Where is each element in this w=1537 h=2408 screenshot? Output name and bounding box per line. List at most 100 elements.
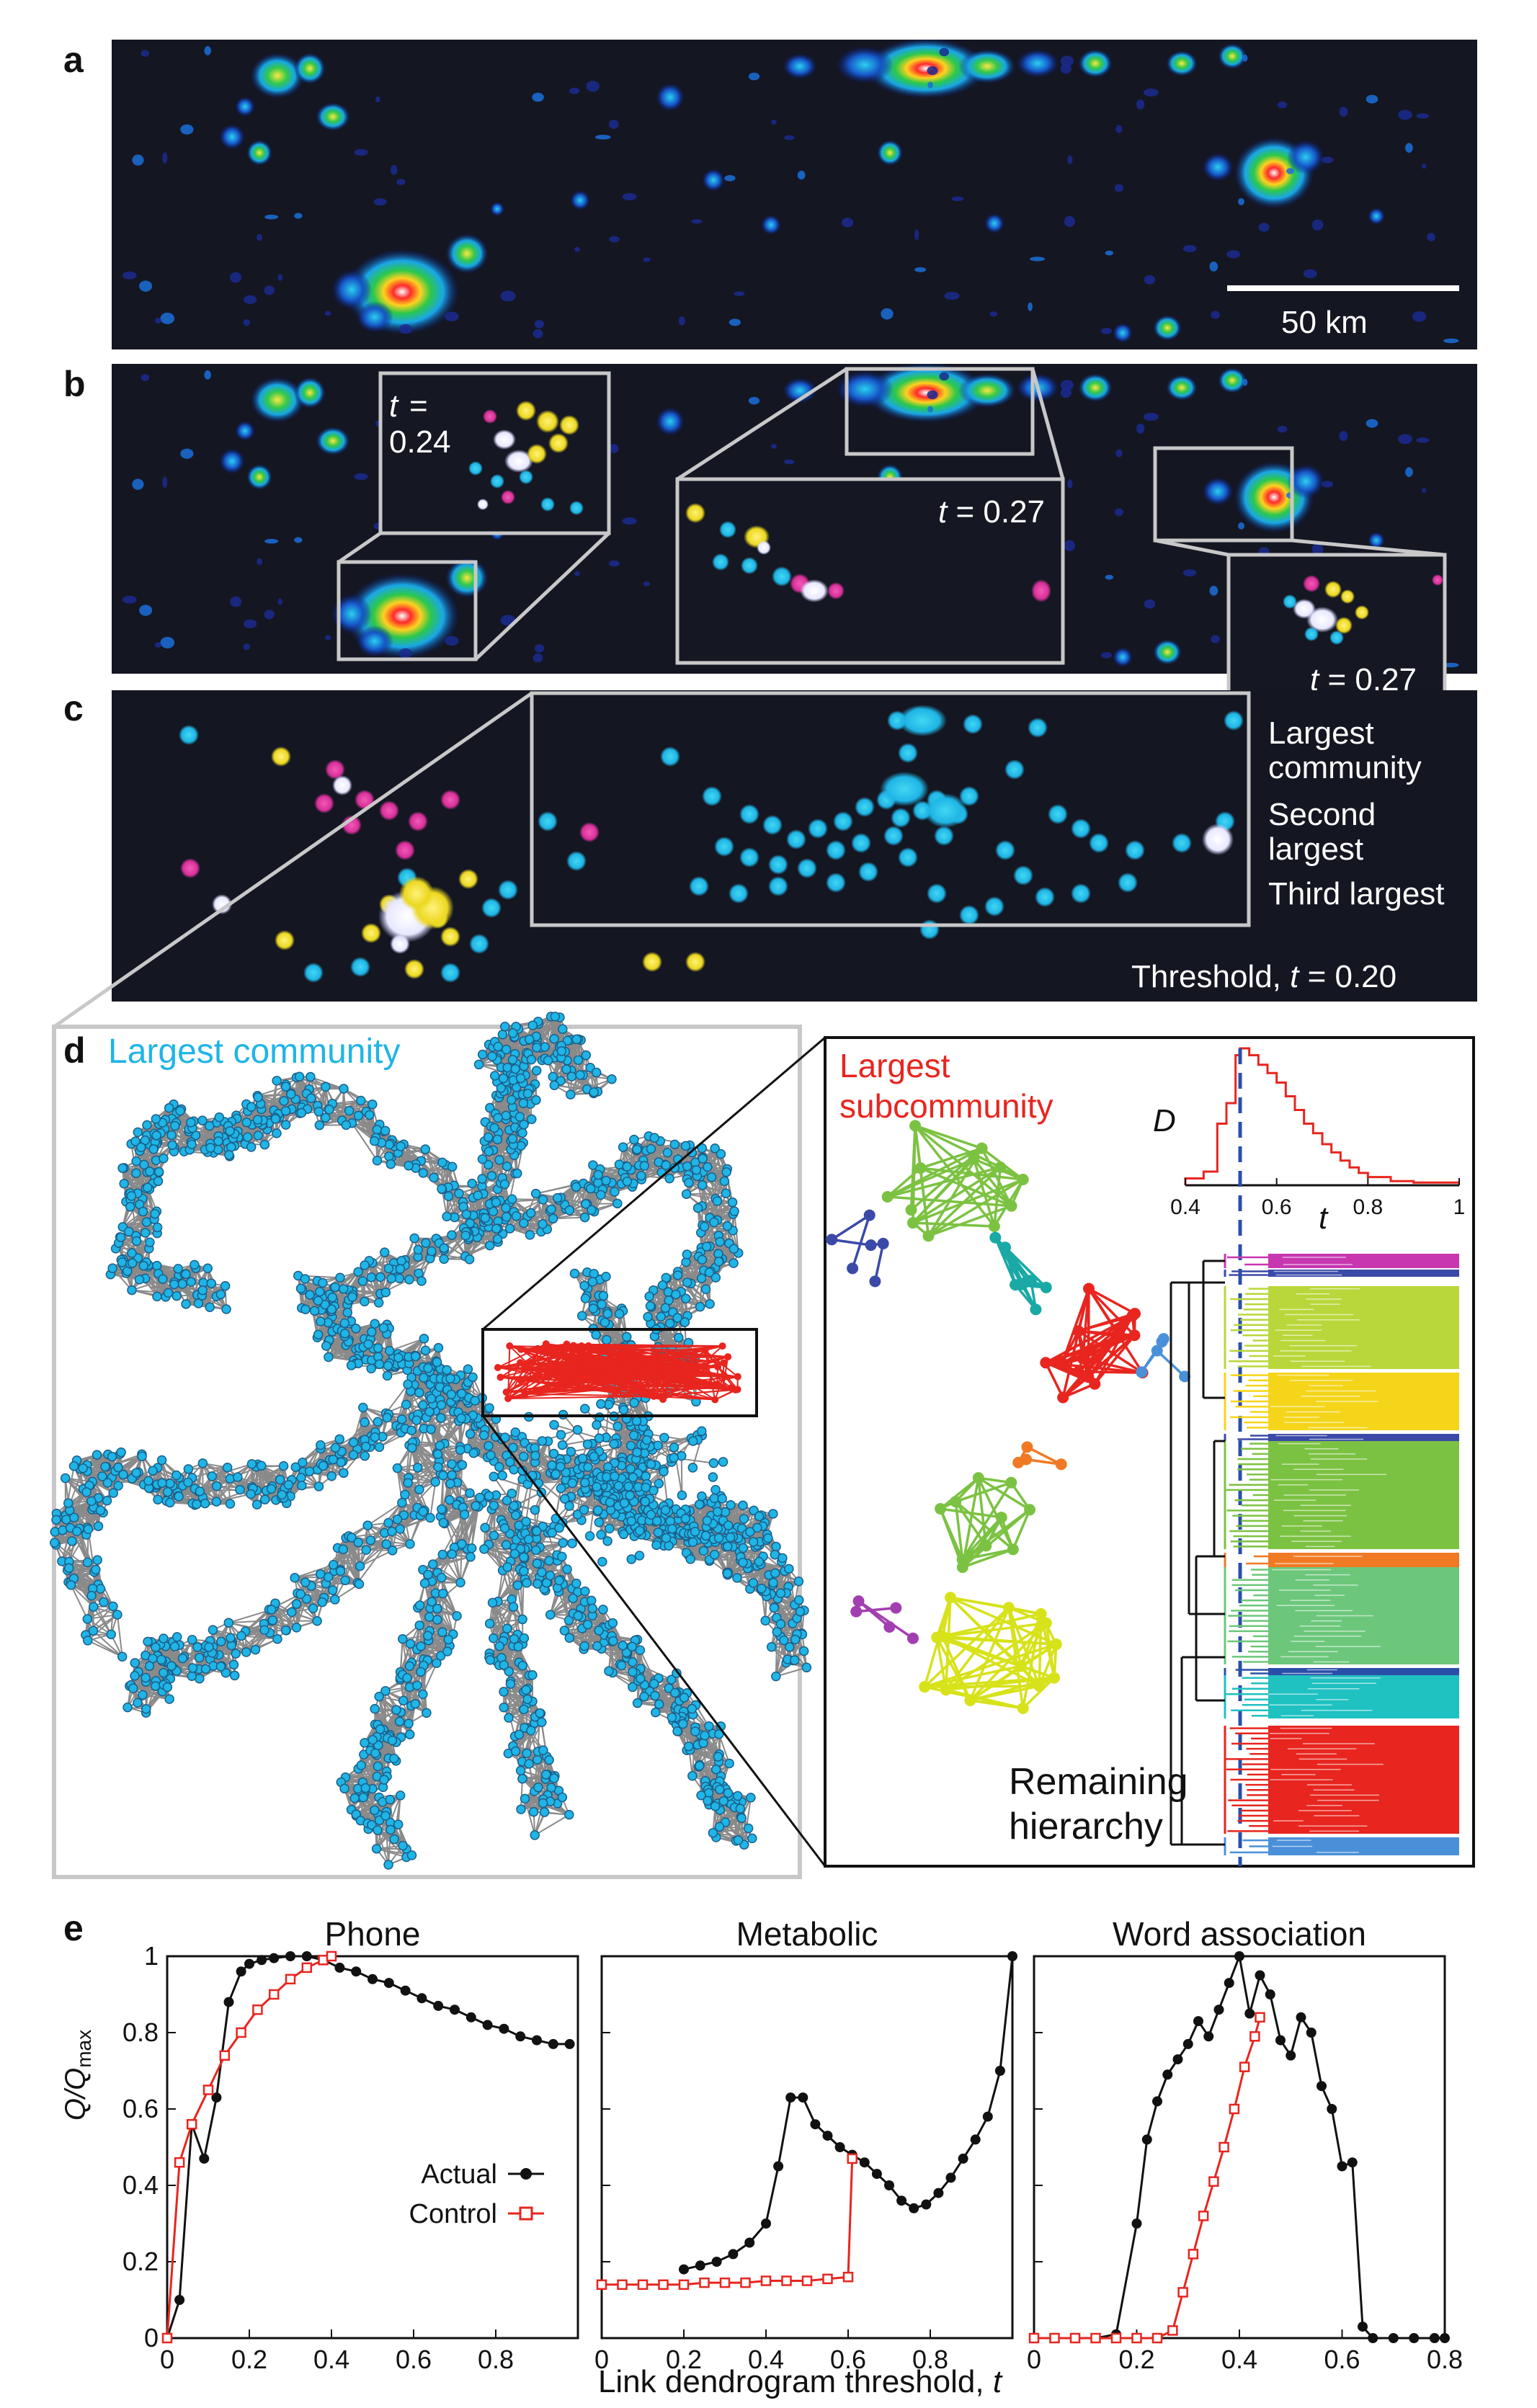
community-dot bbox=[483, 409, 497, 424]
heat-speck bbox=[1443, 338, 1459, 344]
community-dot bbox=[927, 883, 947, 904]
community-dot bbox=[851, 833, 871, 853]
community-dot bbox=[797, 858, 817, 878]
heat-speck bbox=[230, 272, 242, 283]
heat-speck bbox=[784, 459, 795, 465]
heat-speck bbox=[396, 179, 406, 185]
heat-blob bbox=[656, 83, 685, 112]
heat-speck bbox=[1277, 425, 1288, 433]
heat-speck bbox=[927, 66, 938, 76]
community-dot bbox=[768, 876, 788, 896]
community-dot bbox=[685, 952, 705, 972]
heat-speck bbox=[784, 135, 795, 141]
community-dot bbox=[739, 804, 759, 824]
heat-speck bbox=[1115, 125, 1123, 133]
community-dot bbox=[314, 793, 334, 813]
heat-speck bbox=[1422, 164, 1427, 169]
heat-speck bbox=[914, 229, 919, 241]
heat-speck bbox=[180, 448, 194, 459]
heat-speck bbox=[1144, 275, 1156, 285]
heat-speck bbox=[294, 213, 303, 219]
heat-blob bbox=[331, 269, 372, 310]
heat-speck bbox=[1286, 168, 1294, 174]
community-dot bbox=[548, 433, 569, 453]
heat-speck bbox=[724, 175, 736, 182]
heat-speck bbox=[1258, 223, 1270, 232]
heat-speck bbox=[1060, 380, 1074, 391]
community-dot bbox=[179, 725, 199, 745]
heat-speck bbox=[1211, 311, 1220, 319]
heat-blob bbox=[958, 373, 1016, 408]
heat-speck bbox=[398, 648, 412, 659]
community-dot bbox=[458, 869, 478, 889]
heat-speck bbox=[734, 291, 745, 296]
heat-blob bbox=[1287, 464, 1324, 499]
community-dot bbox=[569, 501, 584, 515]
zoom-connector bbox=[474, 532, 610, 661]
community-dot bbox=[1048, 804, 1068, 824]
community-dot bbox=[501, 490, 515, 504]
heat-speck bbox=[243, 319, 251, 326]
heat-speck bbox=[180, 124, 194, 135]
heat-speck bbox=[154, 318, 162, 324]
zoom-connector bbox=[1154, 538, 1229, 557]
heat-speck bbox=[608, 120, 619, 129]
community-dot bbox=[826, 873, 846, 893]
heat-blob bbox=[1287, 140, 1324, 174]
heat-speck bbox=[1182, 244, 1197, 252]
heat-speck bbox=[1405, 143, 1413, 153]
community-dot bbox=[1013, 865, 1033, 886]
network-edge bbox=[530, 1016, 556, 1061]
heat-speck bbox=[1416, 437, 1430, 443]
community-dot bbox=[490, 474, 504, 489]
heat-speck bbox=[951, 196, 964, 202]
panel-c-label: c bbox=[63, 688, 84, 728]
heat-blob bbox=[356, 625, 393, 657]
panel-d-label: d bbox=[63, 1030, 86, 1071]
inset-t024: t = 0.24 bbox=[378, 371, 611, 535]
heat-speck bbox=[354, 473, 368, 481]
heat-speck bbox=[534, 644, 545, 653]
community-dot bbox=[1283, 594, 1297, 609]
heat-speck bbox=[927, 81, 933, 89]
heat-blob bbox=[836, 370, 894, 408]
community-dot bbox=[536, 410, 559, 433]
heat-blob bbox=[1202, 477, 1234, 506]
community-dot bbox=[395, 840, 415, 860]
community-dot bbox=[1335, 617, 1353, 634]
heat-blob bbox=[783, 378, 817, 403]
heat-speck bbox=[927, 406, 933, 413]
community-dot bbox=[1125, 840, 1145, 860]
community-dot bbox=[1355, 605, 1369, 620]
inset-t027-right: t = 0.27 bbox=[1226, 553, 1447, 701]
heat-speck bbox=[1115, 449, 1123, 458]
heat-blob bbox=[1016, 49, 1059, 78]
community-dot bbox=[332, 775, 352, 795]
heat-speck bbox=[797, 170, 806, 180]
heat-speck bbox=[939, 48, 950, 57]
heat-speck bbox=[1339, 431, 1348, 442]
heat-speck bbox=[324, 635, 331, 641]
heat-blob bbox=[445, 233, 489, 274]
heat-blob bbox=[331, 594, 372, 634]
heat-speck bbox=[729, 318, 741, 326]
community-dot bbox=[719, 521, 736, 538]
heat-speck bbox=[914, 267, 927, 272]
inset-t024-t: t bbox=[389, 388, 399, 424]
community-dot bbox=[858, 862, 878, 882]
heat-speck bbox=[944, 292, 960, 300]
heat-blob bbox=[294, 377, 326, 409]
network-edge bbox=[143, 1265, 158, 1297]
community-dot bbox=[408, 811, 428, 831]
heat-speck bbox=[390, 164, 398, 175]
heat-speck bbox=[1422, 488, 1427, 494]
heat-speck bbox=[354, 148, 368, 156]
community-dot bbox=[540, 497, 555, 512]
heat-speck bbox=[1136, 99, 1145, 110]
heat-speck bbox=[1143, 88, 1159, 97]
heat-speck bbox=[1443, 662, 1459, 668]
heat-speck bbox=[141, 374, 150, 381]
heat-speck bbox=[257, 558, 263, 566]
legend-largest-community: Largest community bbox=[1268, 715, 1422, 785]
community-dot bbox=[1071, 819, 1091, 839]
